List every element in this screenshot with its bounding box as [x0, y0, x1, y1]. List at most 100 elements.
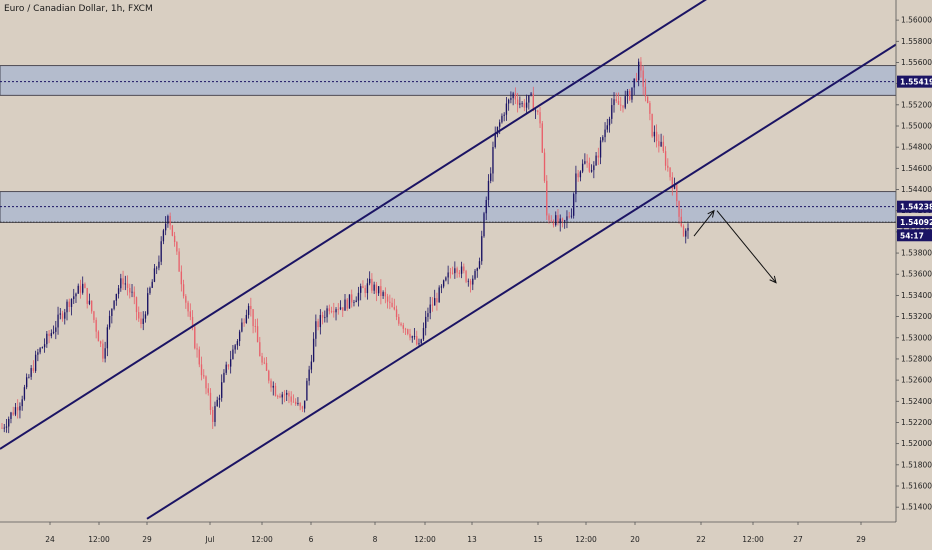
candle[interactable] [528, 95, 530, 110]
candle[interactable] [140, 311, 142, 329]
candle[interactable] [95, 317, 97, 339]
candle[interactable] [348, 294, 351, 309]
candle[interactable] [617, 92, 620, 105]
candle[interactable] [409, 328, 411, 341]
candle[interactable] [46, 330, 48, 348]
candle[interactable] [395, 305, 398, 321]
channel-line[interactable] [0, 0, 740, 450]
candle[interactable] [644, 78, 647, 102]
candle[interactable] [481, 230, 483, 265]
candle[interactable] [660, 133, 662, 148]
candle[interactable] [180, 265, 183, 292]
candle[interactable] [485, 196, 487, 221]
candle[interactable] [182, 279, 185, 299]
candle[interactable] [86, 287, 88, 309]
candle[interactable] [357, 286, 360, 307]
candle[interactable] [658, 134, 660, 153]
candle[interactable] [465, 269, 467, 284]
candle[interactable] [651, 113, 653, 138]
candle[interactable] [12, 406, 14, 416]
candle[interactable] [638, 58, 640, 87]
candle[interactable] [631, 87, 633, 103]
candle[interactable] [93, 310, 95, 323]
candle[interactable] [310, 354, 313, 374]
candle[interactable] [510, 91, 512, 104]
candle[interactable] [642, 65, 644, 96]
candle[interactable] [537, 109, 539, 115]
candle[interactable] [236, 339, 239, 350]
candle[interactable] [662, 135, 665, 153]
candle[interactable] [467, 278, 469, 287]
candle[interactable] [335, 307, 337, 321]
channel-line[interactable] [146, 43, 897, 520]
candle[interactable] [588, 157, 591, 173]
candle[interactable] [532, 86, 534, 112]
candle[interactable] [30, 365, 32, 380]
candle[interactable] [178, 248, 180, 272]
candle[interactable] [353, 299, 355, 307]
candle[interactable] [579, 170, 582, 182]
candle[interactable] [514, 87, 517, 105]
candle[interactable] [48, 330, 50, 344]
candle[interactable] [425, 310, 427, 336]
candle[interactable] [21, 395, 23, 411]
candle[interactable] [252, 309, 254, 334]
candle[interactable] [185, 294, 187, 309]
candle[interactable] [646, 96, 649, 104]
candle[interactable] [492, 141, 494, 182]
candle[interactable] [124, 275, 126, 291]
candle[interactable] [346, 298, 348, 312]
candle[interactable] [218, 394, 221, 408]
candle[interactable] [212, 406, 214, 429]
candle[interactable] [680, 208, 682, 228]
candle[interactable] [232, 344, 234, 360]
candle[interactable] [501, 113, 503, 124]
price-tag[interactable]: 1.54238 [897, 200, 932, 213]
candle[interactable] [541, 121, 543, 154]
candle[interactable] [413, 328, 416, 340]
candle[interactable] [241, 318, 243, 333]
candle[interactable] [61, 310, 64, 322]
candle[interactable] [337, 303, 339, 315]
candle[interactable] [494, 126, 496, 149]
candle[interactable] [106, 324, 109, 357]
candle[interactable] [214, 401, 216, 427]
candle[interactable] [427, 307, 429, 322]
candle[interactable] [503, 112, 505, 122]
candle[interactable] [593, 161, 595, 179]
candle[interactable] [79, 279, 82, 299]
candle[interactable] [404, 327, 407, 336]
candle[interactable] [129, 283, 131, 299]
candle[interactable] [64, 308, 66, 325]
candle[interactable] [552, 219, 555, 228]
candle[interactable] [525, 94, 528, 114]
candle[interactable] [566, 210, 568, 229]
candle[interactable] [274, 382, 277, 397]
candle[interactable] [570, 208, 573, 219]
candle[interactable] [299, 402, 301, 411]
candle[interactable] [635, 72, 638, 82]
candle[interactable] [8, 416, 10, 434]
candle[interactable] [245, 309, 248, 324]
candle[interactable] [149, 286, 151, 295]
candle[interactable] [321, 311, 324, 325]
candle[interactable] [189, 303, 191, 321]
candle[interactable] [469, 278, 472, 293]
candle[interactable] [584, 153, 586, 165]
candle[interactable] [297, 397, 299, 406]
candle[interactable] [366, 278, 369, 300]
candle[interactable] [543, 148, 546, 183]
candle[interactable] [351, 289, 353, 308]
candle[interactable] [283, 390, 286, 403]
candle[interactable] [564, 219, 566, 229]
candle[interactable] [490, 167, 492, 184]
candle[interactable] [115, 293, 118, 306]
candle[interactable] [82, 276, 84, 295]
candle[interactable] [326, 305, 328, 323]
candle[interactable] [73, 288, 75, 304]
candle[interactable] [330, 306, 333, 314]
candle[interactable] [476, 267, 478, 278]
candle[interactable] [290, 391, 292, 406]
projection-arrow[interactable] [716, 210, 777, 284]
